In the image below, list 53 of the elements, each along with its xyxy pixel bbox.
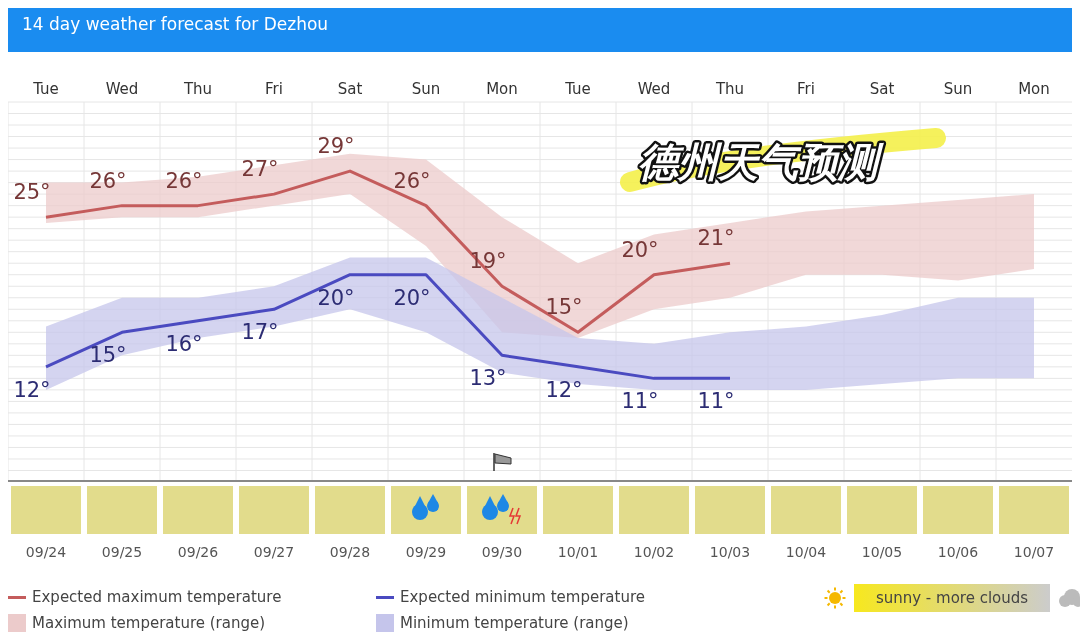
data-label: 12° (545, 377, 583, 402)
data-label: 26° (393, 168, 431, 193)
text: 10/03 (708, 544, 752, 560)
data-label: 26° (89, 168, 127, 193)
x-tick-label: Sun (943, 80, 973, 98)
x-tick-label: Wed (105, 80, 139, 98)
x-tick-label: Sat (869, 80, 895, 98)
text: Minimum temperature (range) (399, 613, 630, 634)
data-label: 15° (545, 295, 583, 320)
data-label: 26° (165, 168, 203, 193)
x-tick-label: Mon (486, 80, 518, 98)
text: 09/26 (176, 544, 220, 560)
legend-label: Expected maximum temperature (31, 587, 283, 608)
x-tick-label: Sun (411, 80, 441, 98)
data-label: 20° (393, 285, 431, 310)
data-label: 20° (317, 285, 355, 310)
data-label: 12° (13, 377, 51, 402)
x-tick-label: Fri (265, 80, 283, 98)
text: sunny - more clouds (854, 584, 1050, 612)
x-tick-label: Thu (182, 80, 213, 98)
data-label: 20° (621, 237, 659, 262)
text: Maximum temperature (range) (31, 613, 267, 634)
text: 10/01 (556, 544, 600, 560)
text: 10/05 (860, 544, 904, 560)
data-label: 29° (317, 134, 355, 159)
data-label: 25° (13, 180, 51, 205)
x-tick-label: Wed (637, 80, 671, 98)
text: 09/28 (328, 544, 372, 560)
legend-label: Expected minimum temperature (399, 587, 646, 608)
x-tick-label: Mon (1018, 80, 1050, 98)
text: 09/29 (404, 544, 448, 560)
text: 10/06 (936, 544, 980, 560)
text: 10/07 (1012, 544, 1056, 560)
data-label: 11° (621, 389, 659, 414)
x-tick-label: Tue (32, 80, 59, 98)
x-tick-label: Fri (797, 80, 815, 98)
data-label: 16° (165, 331, 203, 356)
data-label: 21° (697, 226, 735, 251)
text: 10/02 (632, 544, 676, 560)
data-label: 11° (697, 389, 735, 414)
text: 09/25 (100, 544, 144, 560)
text: 10/04 (784, 544, 828, 560)
x-tick-label: Thu (714, 80, 745, 98)
data-label: 15° (89, 343, 127, 368)
data-label: 17° (241, 320, 279, 345)
chart-title: 14 day weather forecast for Dezhou (8, 8, 1072, 52)
text: 09/24 (24, 544, 68, 560)
text: 09/30 (480, 544, 524, 560)
x-tick-label: Tue (564, 80, 591, 98)
x-tick-label: Sat (337, 80, 363, 98)
text: 09/27 (252, 544, 296, 560)
data-label: 27° (241, 157, 279, 182)
data-label: 13° (469, 366, 507, 391)
